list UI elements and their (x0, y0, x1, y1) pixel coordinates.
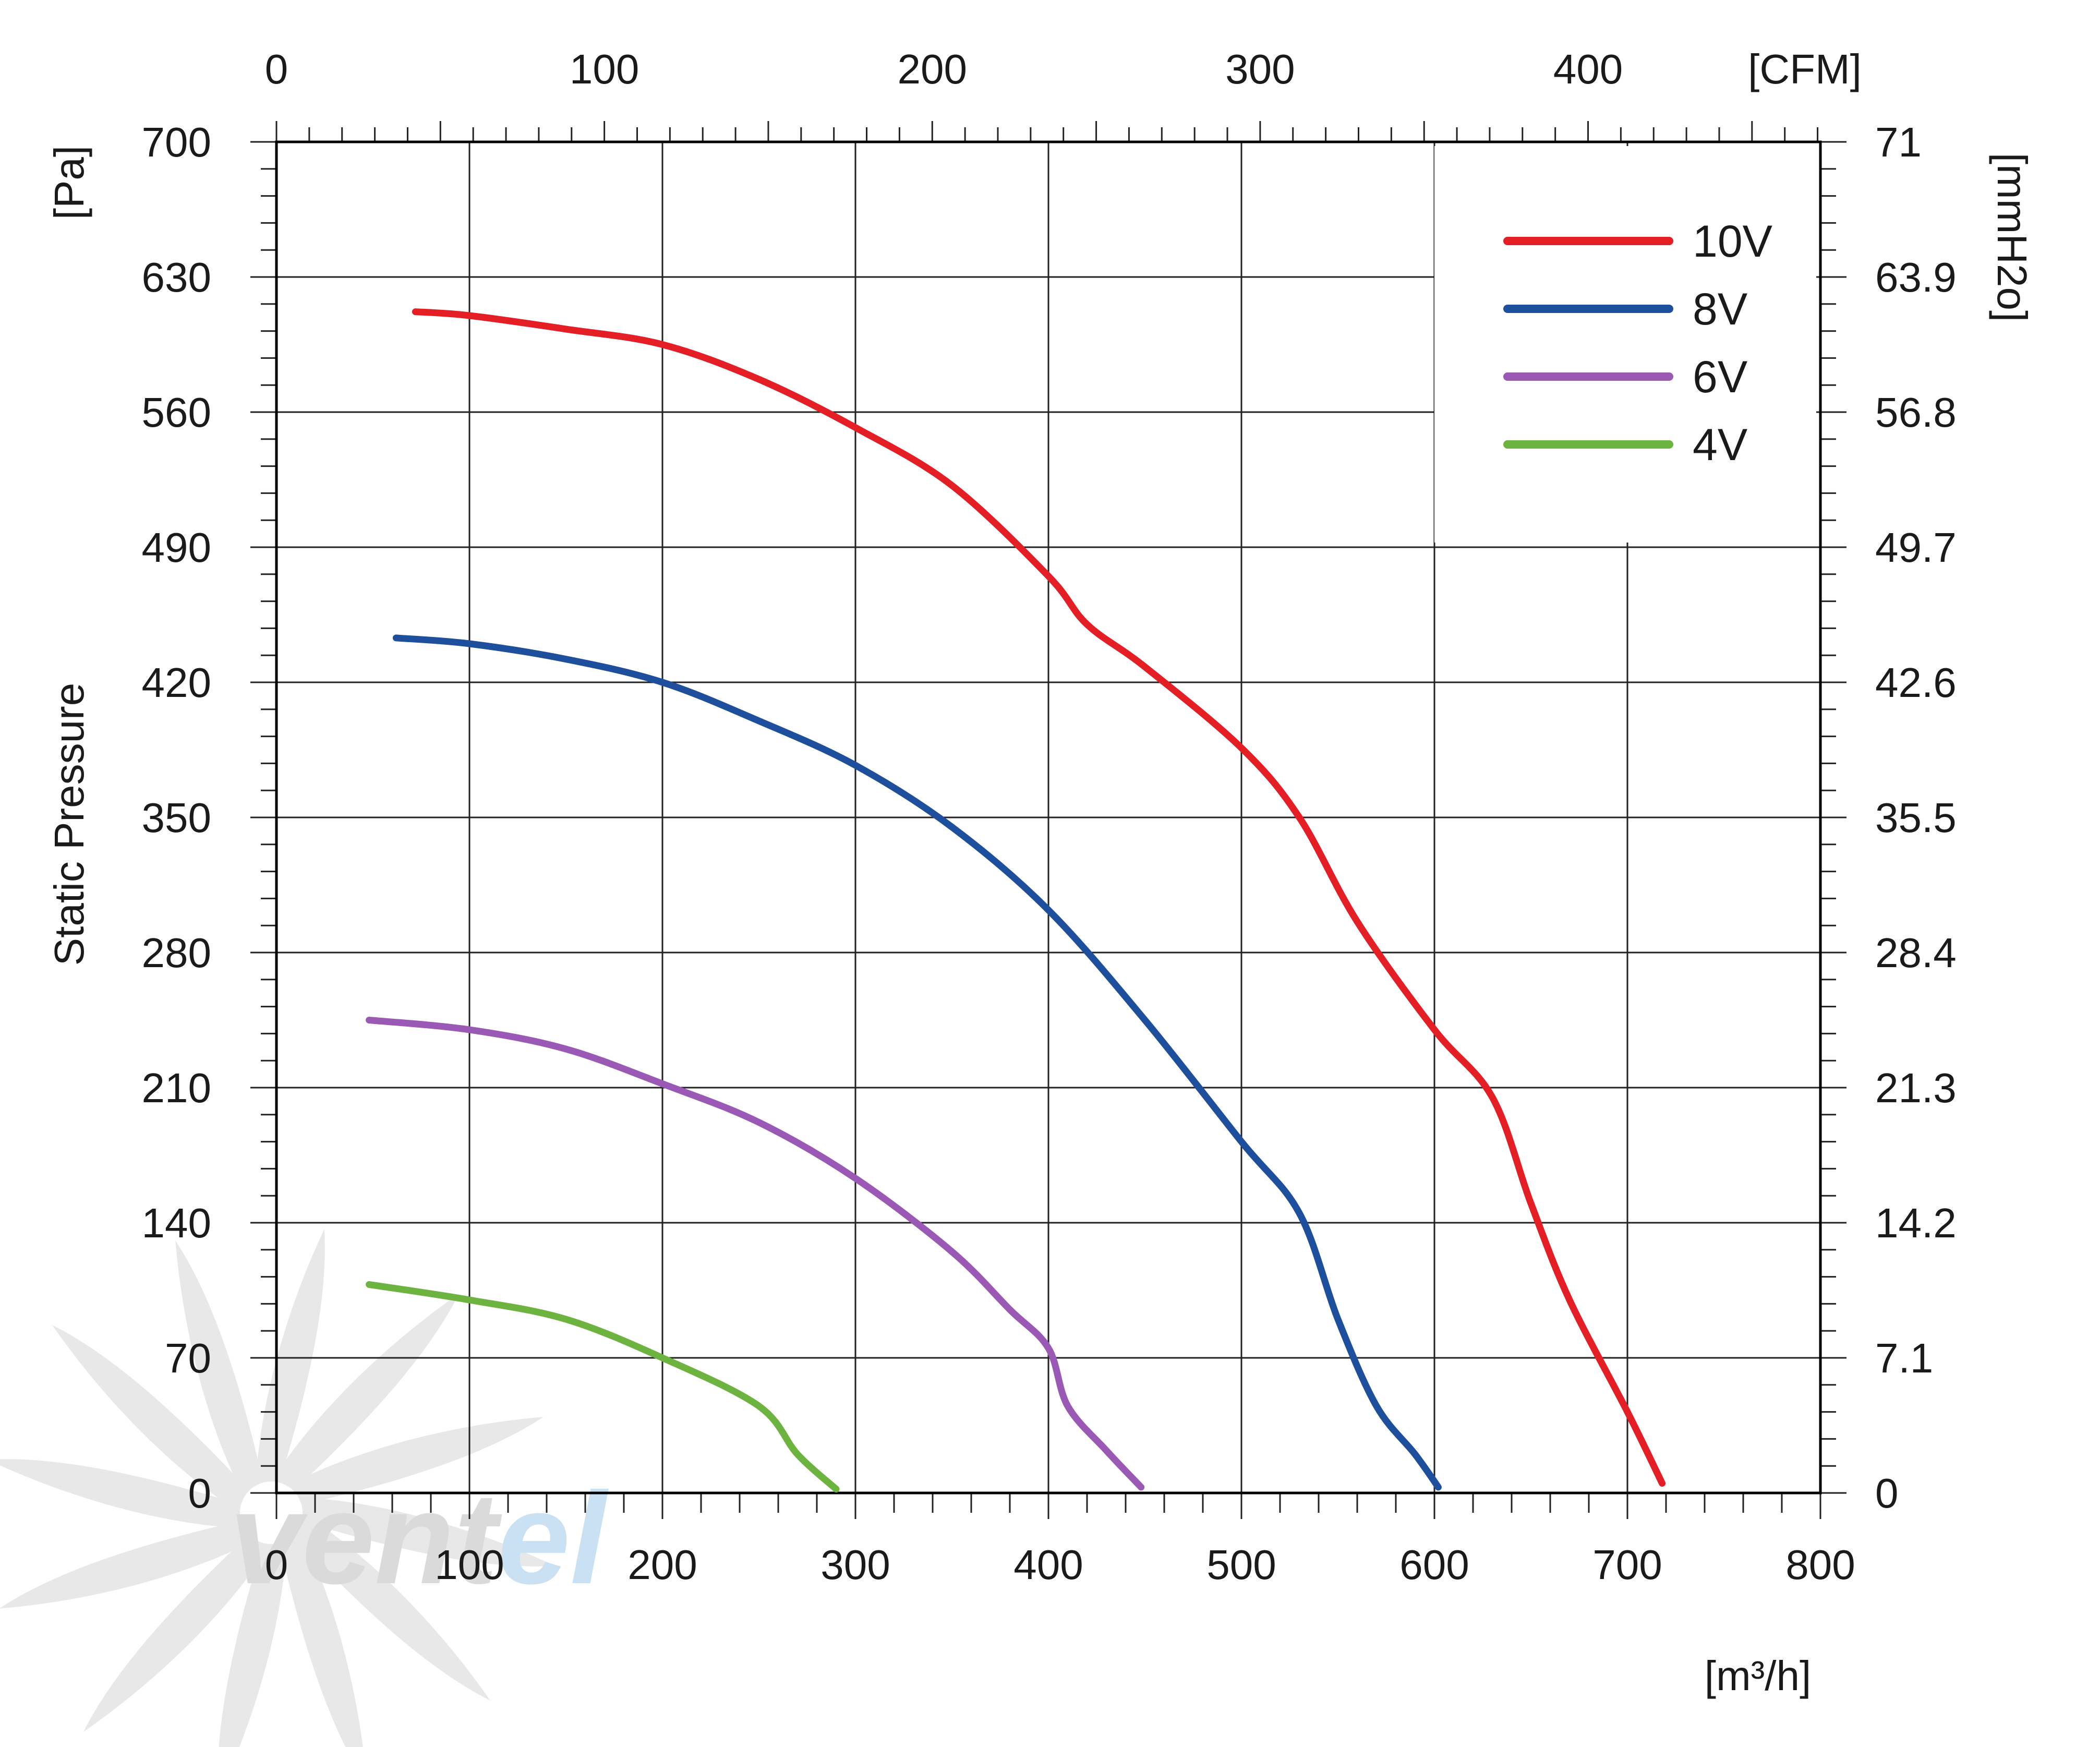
x-top-tick-label: 200 (898, 46, 967, 92)
series-line-8v (392, 634, 1442, 1491)
x-top-tick-label: 0 (265, 46, 288, 92)
watermark-blade (0, 1520, 256, 1609)
y-right-tick-label: 49.7 (1875, 524, 1957, 571)
series-line-6v (366, 1017, 1145, 1491)
grid (276, 142, 1820, 1493)
plot-frame (275, 140, 1822, 1495)
y-tick-label: 140 (142, 1200, 211, 1246)
y-axis-left: 0 70 140 210 280 350 420 490 560 630 700 (142, 119, 211, 1516)
series-layer (366, 308, 1666, 1493)
watermark-blade (52, 1325, 250, 1513)
x-tick-label: 800 (1785, 1541, 1855, 1588)
x-axis-bottom: 0 100 200 300 400 500 600 700 800 (265, 1541, 1855, 1588)
y-axis-unit: [Pa] (46, 146, 92, 220)
y-right-tick-label: 35.5 (1875, 794, 1957, 841)
watermark-blade (271, 1294, 459, 1492)
x-top-tick-label: 300 (1225, 46, 1295, 92)
y-tick-label: 0 (188, 1470, 212, 1516)
watermark-blade (218, 1539, 287, 1747)
y-tick-label: 560 (142, 389, 211, 436)
x-axis-top: 0 100 200 300 400 (265, 46, 1623, 92)
y-axis-title: Static Pressure (46, 683, 92, 966)
watermark-blade (298, 1497, 555, 1567)
series-line-10v (412, 308, 1666, 1487)
x-axis-unit: [m³/h] (1705, 1653, 1811, 1699)
x-tick-label: 300 (820, 1541, 890, 1588)
watermark-text-part1: vent (230, 1465, 502, 1611)
y-right-tick-label: 71 (1875, 119, 1922, 165)
x-tick-label: 200 (627, 1541, 697, 1588)
watermark-text-part2: el (498, 1465, 609, 1611)
y-right-tick-label: 7.1 (1875, 1335, 1933, 1381)
y-axis-right-unit: [mmH2o] (1989, 153, 2035, 322)
y-right-tick-label: 28.4 (1875, 930, 1957, 976)
y-right-tick-label: 63.9 (1875, 254, 1957, 300)
x-tick-label: 0 (265, 1541, 288, 1588)
x-axis-top-unit: [CFM] (1748, 46, 1862, 92)
y-tick-label: 350 (142, 794, 211, 841)
y-tick-label: 420 (142, 659, 211, 706)
x-tick-label: 100 (435, 1541, 504, 1588)
x-tick-label: 500 (1206, 1541, 1276, 1588)
y-right-tick-label: 42.6 (1875, 659, 1957, 706)
x-top-tick-label: 400 (1553, 46, 1623, 92)
y-tick-label: 70 (165, 1335, 211, 1381)
legend: 10V 8V 6V 4V (1434, 146, 1816, 543)
y-tick-label: 700 (142, 119, 211, 165)
watermark-blade (287, 1417, 544, 1505)
y-axis-right: 0 7.1 14.2 21.3 28.4 35.5 42.6 49.7 56.8 63.9 71 (1875, 119, 1957, 1516)
legend-label: 6V (1693, 352, 1747, 402)
watermark-blade (279, 1528, 367, 1747)
y-right-tick-label: 14.2 (1875, 1200, 1957, 1246)
legend-label: 8V (1693, 284, 1747, 334)
legend-label: 10V (1693, 216, 1772, 267)
y-tick-label: 280 (142, 930, 211, 976)
x-top-tick-label: 100 (570, 46, 639, 92)
minor-ticks (250, 121, 1846, 1519)
watermark-text: ventel (230, 1465, 609, 1611)
watermark-blade (175, 1240, 264, 1497)
y-right-tick-label: 0 (1875, 1470, 1899, 1516)
watermark-blade (0, 1459, 245, 1528)
series-line-4v (366, 1281, 840, 1493)
x-tick-label: 400 (1013, 1541, 1083, 1588)
legend-label: 4V (1693, 420, 1747, 470)
y-tick-label: 490 (142, 524, 211, 571)
y-tick-label: 630 (142, 254, 211, 300)
x-tick-label: 600 (1399, 1541, 1469, 1588)
x-tick-label: 700 (1592, 1541, 1662, 1588)
watermark-blade (83, 1534, 271, 1732)
y-right-tick-label: 21.3 (1875, 1065, 1957, 1111)
y-right-tick-label: 56.8 (1875, 389, 1957, 436)
watermark-hub (240, 1481, 303, 1544)
legend-background (1434, 146, 1816, 543)
watermark-blade (292, 1513, 490, 1701)
y-tick-label: 210 (142, 1065, 211, 1111)
